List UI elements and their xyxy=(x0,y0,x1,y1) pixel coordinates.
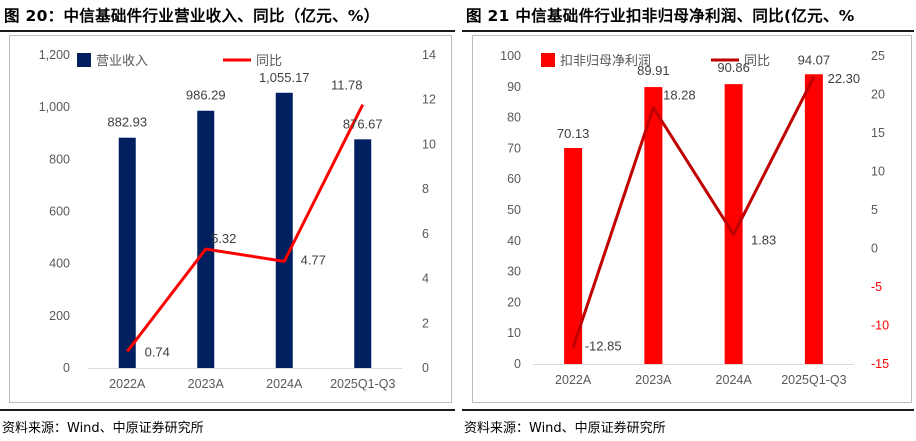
line-value-label: 22.30 xyxy=(828,71,861,86)
x-tick-label: 2025Q1-Q3 xyxy=(781,373,846,387)
bar-2025Q1-Q3 xyxy=(804,74,823,364)
figure-title: 图 20：中信基础件行业营业收入、同比（亿元、%） xyxy=(4,7,380,25)
figure-title: 图 21 中信基础件行业扣非归母净利润、同比(亿元、% xyxy=(466,7,855,25)
line-series-同比 xyxy=(126,103,365,353)
bar-2023A xyxy=(197,110,215,369)
bar-value-label: 986.29 xyxy=(186,88,226,103)
y-right-tick-label: -15 xyxy=(871,357,889,371)
chart-frame: 0 200 400 600 800 1,000 1,200 0 2 4 6 8 10 12 14 2022A 2… xyxy=(9,35,452,403)
y-left-tick-label: 40 xyxy=(507,234,521,248)
y-left-tick-label: 0 xyxy=(63,361,70,375)
line-value-label: 4.77 xyxy=(301,252,326,267)
chart-frame: 0 10 20 30 40 50 60 70 80 90 100 -15 -10 -5 0 5 10 15 20 25… xyxy=(472,35,912,403)
y-right-tick-label: 14 xyxy=(422,48,436,62)
y-right-tick-label: 2 xyxy=(422,316,429,330)
y-left-tick-label: 20 xyxy=(507,295,521,309)
line-value-label: 0.74 xyxy=(145,344,170,359)
line-value-label: 1.83 xyxy=(751,232,776,247)
bar-value-label: 90.86 xyxy=(717,60,750,75)
y-right-tick-label: 25 xyxy=(871,49,885,63)
y-left-tick-label: 60 xyxy=(507,172,521,186)
bar-value-label: 70.13 xyxy=(557,126,590,141)
y-left-tick-label: 10 xyxy=(507,326,521,340)
line-series-同比 xyxy=(571,76,816,348)
y-right-tick-label: 6 xyxy=(422,227,429,241)
figure-21: 图 21 中信基础件行业扣非归母净利润、同比(亿元、% 0 10 20 30 40 50 6… xyxy=(462,0,916,441)
line-value-label: -12.85 xyxy=(585,338,622,353)
y-left-tick-label: 100 xyxy=(500,49,521,63)
title-rule xyxy=(462,30,914,32)
y-left-tick-label: 90 xyxy=(507,80,521,94)
source-note: 资料来源：Wind、中原证券研究所 xyxy=(2,421,204,436)
y-right-tick-label: 8 xyxy=(422,182,429,196)
y-left-tick-label: 600 xyxy=(49,205,70,219)
y-left-tick-label: 1,200 xyxy=(39,48,70,62)
y-left-tick-label: 80 xyxy=(507,111,521,125)
y-right-tick-label: 15 xyxy=(871,126,885,140)
revenue-chart: 0 200 400 600 800 1,000 1,200 0 2 4 6 8 10 12 14 2022A 2… xyxy=(39,48,436,391)
y-right-tick-label: -10 xyxy=(871,319,889,333)
bar-2024A xyxy=(275,92,293,368)
y-right-tick-label: -5 xyxy=(871,280,882,294)
source-rule xyxy=(462,409,914,411)
line-value-label: 5.32 xyxy=(211,231,236,246)
x-tick-label: 2024A xyxy=(266,377,303,391)
y-left-tick-label: 200 xyxy=(49,309,70,323)
bar-2022A xyxy=(118,137,136,368)
x-tick-label: 2022A xyxy=(109,377,146,391)
y-left-tick-label: 800 xyxy=(49,152,70,166)
line-value-label: 18.28 xyxy=(663,88,696,103)
bar-value-label: 876.67 xyxy=(343,116,383,131)
y-right-tick-label: 5 xyxy=(871,203,878,217)
legend-swatch-bar xyxy=(77,53,91,67)
net-profit-chart: 0102030405060708090100-15-10-50510152025… xyxy=(500,49,889,387)
legend-label: 扣非归母净利润 xyxy=(560,53,651,68)
bar-value-label: 882.93 xyxy=(107,115,147,130)
y-left-tick-label: 70 xyxy=(507,141,521,155)
x-tick-label: 2025Q1-Q3 xyxy=(330,377,395,391)
y-right-tick-label: 12 xyxy=(422,93,436,107)
x-tick-label: 2022A xyxy=(555,373,592,387)
y-right-tick-label: 10 xyxy=(871,165,885,179)
y-right-tick-label: 0 xyxy=(422,361,429,375)
y-right-tick-label: 4 xyxy=(422,272,429,286)
legend-label: 营业收入 xyxy=(96,53,148,68)
y-right-tick-label: 0 xyxy=(871,242,878,256)
y-right-tick-label: 20 xyxy=(871,88,885,102)
source-rule xyxy=(0,409,455,411)
bar-value-label: 94.07 xyxy=(798,52,831,67)
y-left-tick-label: 400 xyxy=(49,257,70,271)
title-rule xyxy=(0,30,455,32)
bar-value-label: 89.91 xyxy=(637,63,670,78)
bar-2023A xyxy=(644,87,663,364)
bar-2025Q1-Q3 xyxy=(354,139,372,368)
legend-label: 同比 xyxy=(744,53,770,68)
bar-2024A xyxy=(724,84,743,365)
y-right-tick-label: 10 xyxy=(422,137,436,151)
bar-value-label: 1,055.17 xyxy=(259,70,310,85)
legend-label: 同比 xyxy=(256,53,282,68)
x-tick-label: 2023A xyxy=(635,373,672,387)
bar-2022A xyxy=(564,147,583,364)
y-left-tick-label: 30 xyxy=(507,265,521,279)
y-left-tick-label: 0 xyxy=(514,357,521,371)
source-note: 资料来源：Wind、中原证券研究所 xyxy=(464,421,666,436)
figure-20: 图 20：中信基础件行业营业收入、同比（亿元、%） 0 200 400 600 800 1… xyxy=(0,7,455,436)
y-left-tick-label: 1,000 xyxy=(39,100,70,114)
line-value-label: 11.78 xyxy=(331,78,363,93)
y-left-tick-label: 50 xyxy=(507,203,521,217)
x-tick-label: 2023A xyxy=(188,377,225,391)
x-tick-label: 2024A xyxy=(716,373,753,387)
legend-swatch-bar xyxy=(541,53,555,67)
